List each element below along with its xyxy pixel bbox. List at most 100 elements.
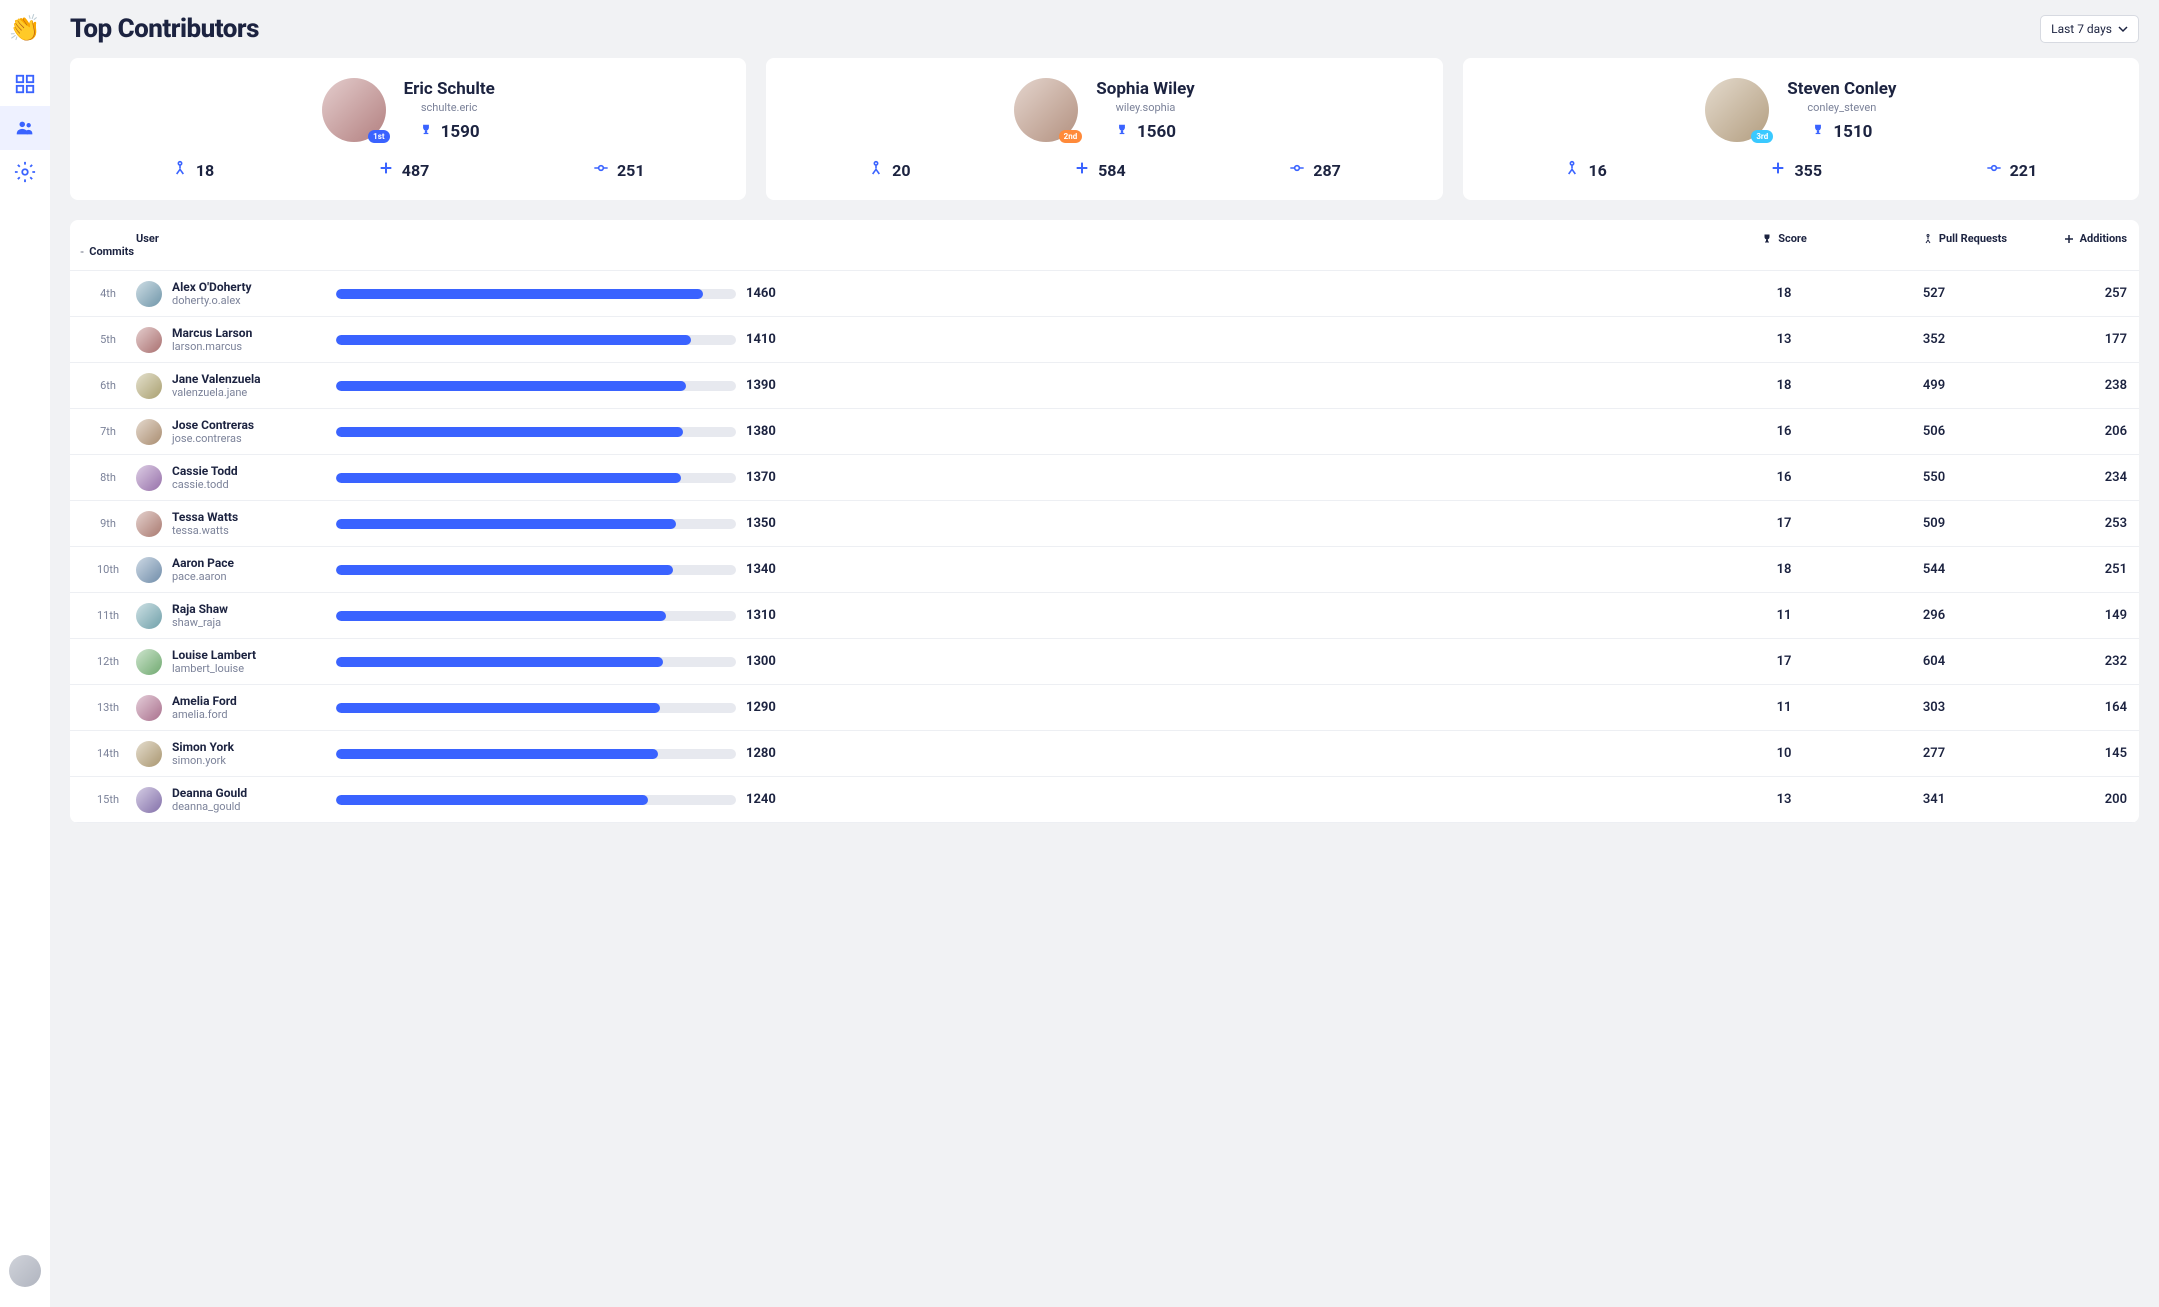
score-bar-track xyxy=(336,795,736,805)
table-row[interactable]: 9thTessa Wattstessa.watts135017509253 xyxy=(70,501,2139,547)
people-icon xyxy=(14,117,36,139)
th-commits[interactable]: Commits xyxy=(80,245,136,258)
contributor-name: Deanna Gould xyxy=(172,786,247,800)
score-value: 1290 xyxy=(746,700,786,715)
score-bar-fill xyxy=(336,565,673,575)
score-value: 1280 xyxy=(746,746,786,761)
nav-settings[interactable] xyxy=(0,150,50,194)
rank-badge: 2nd xyxy=(1059,130,1083,143)
trophy-icon xyxy=(1761,233,1773,245)
score-bar-track xyxy=(336,289,736,299)
table-row[interactable]: 11thRaja Shawshaw_raja131011296149 xyxy=(70,593,2139,639)
contributor-username: deanna_gould xyxy=(172,800,247,813)
nav-dashboard[interactable] xyxy=(0,62,50,106)
stat-prs: 20 xyxy=(868,160,910,180)
score-bar-fill xyxy=(336,427,683,437)
contributor-name: Amelia Ford xyxy=(172,694,237,708)
score-bar-fill xyxy=(336,335,691,345)
prs-cell: 13 xyxy=(1709,792,1859,807)
additions-cell: 550 xyxy=(1859,470,2009,485)
avatar xyxy=(136,557,162,583)
score-bar-track xyxy=(336,335,736,345)
top-card-2[interactable]: 2ndSophia Wileywiley.sophia156020584287 xyxy=(766,58,1442,200)
score-bar-fill xyxy=(336,611,666,621)
user-avatar[interactable] xyxy=(9,1255,41,1287)
dropdown-label: Last 7 days xyxy=(2051,22,2112,36)
pull-request-icon xyxy=(172,160,188,180)
pull-request-icon xyxy=(1564,160,1580,180)
additions-cell: 296 xyxy=(1859,608,2009,623)
th-score[interactable]: Score xyxy=(1709,232,1859,245)
top-card-3[interactable]: 3rdSteven Conleyconley_steven15101635522… xyxy=(1463,58,2139,200)
page-title: Top Contributors xyxy=(70,14,259,44)
score-bar-fill xyxy=(336,289,703,299)
rank-badge: 3rd xyxy=(1751,130,1773,143)
avatar xyxy=(136,511,162,537)
additions-cell: 277 xyxy=(1859,746,2009,761)
table-row[interactable]: 13thAmelia Fordamelia.ford129011303164 xyxy=(70,685,2139,731)
contributor-name: Sophia Wiley xyxy=(1096,79,1194,99)
commits-cell: 164 xyxy=(2009,700,2129,715)
page-header: Top Contributors Last 7 days xyxy=(70,14,2139,44)
contributor-username: amelia.ford xyxy=(172,708,237,721)
top-card-1[interactable]: 1stEric Schulteschulte.eric159018487251 xyxy=(70,58,746,200)
avatar xyxy=(136,373,162,399)
commits-cell: 251 xyxy=(2009,562,2129,577)
score-cell: 1340 xyxy=(336,562,1709,577)
prs-cell: 18 xyxy=(1709,562,1859,577)
rank-badge: 1st xyxy=(368,130,389,143)
rank-cell: 7th xyxy=(80,425,136,438)
contributor-name: Marcus Larson xyxy=(172,326,252,340)
commits-cell: 232 xyxy=(2009,654,2129,669)
table-row[interactable]: 8thCassie Toddcassie.todd137016550234 xyxy=(70,455,2139,501)
commits-cell: 206 xyxy=(2009,424,2129,439)
prs-cell: 11 xyxy=(1709,608,1859,623)
table-row[interactable]: 7thJose Contrerasjose.contreras138016506… xyxy=(70,409,2139,455)
rank-cell: 8th xyxy=(80,471,136,484)
table-row[interactable]: 10thAaron Pacepace.aaron134018544251 xyxy=(70,547,2139,593)
additions-cell: 506 xyxy=(1859,424,2009,439)
table-row[interactable]: 12thLouise Lambertlambert_louise13001760… xyxy=(70,639,2139,685)
prs-cell: 17 xyxy=(1709,516,1859,531)
contributor-name: Louise Lambert xyxy=(172,648,256,662)
score-bar-track xyxy=(336,657,736,667)
commits-cell: 149 xyxy=(2009,608,2129,623)
rank-cell: 12th xyxy=(80,655,136,668)
table-row[interactable]: 4thAlex O'Dohertydoherty.o.alex146018527… xyxy=(70,271,2139,317)
th-additions[interactable]: Additions xyxy=(2009,232,2129,245)
table-row[interactable]: 15thDeanna Goulddeanna_gould124013341200 xyxy=(70,777,2139,823)
stat-commits: 251 xyxy=(593,160,645,180)
table-row[interactable]: 5thMarcus Larsonlarson.marcus14101335217… xyxy=(70,317,2139,363)
plus-icon xyxy=(378,160,394,180)
prs-cell: 18 xyxy=(1709,286,1859,301)
score-bar-fill xyxy=(336,657,663,667)
nav-contributors[interactable] xyxy=(0,106,50,150)
additions-cell: 527 xyxy=(1859,286,2009,301)
top3-grid: 1stEric Schulteschulte.eric1590184872512… xyxy=(70,58,2139,200)
table-row[interactable]: 14thSimon Yorksimon.york128010277145 xyxy=(70,731,2139,777)
score-cell: 1370 xyxy=(336,470,1709,485)
score-value: 1460 xyxy=(746,286,786,301)
avatar xyxy=(136,695,162,721)
time-range-dropdown[interactable]: Last 7 days xyxy=(2040,15,2139,43)
additions-cell: 499 xyxy=(1859,378,2009,393)
score-value: 1300 xyxy=(746,654,786,669)
prs-cell: 10 xyxy=(1709,746,1859,761)
contributor-name: Jane Valenzuela xyxy=(172,372,261,386)
score-bar-track xyxy=(336,611,736,621)
score-bar-track xyxy=(336,427,736,437)
plus-icon xyxy=(1770,160,1786,180)
table-row[interactable]: 6thJane Valenzuelavalenzuela.jane1390184… xyxy=(70,363,2139,409)
prs-cell: 13 xyxy=(1709,332,1859,347)
score-bar-track xyxy=(336,381,736,391)
app-logo: 👏 xyxy=(9,14,41,44)
score-bar-fill xyxy=(336,519,676,529)
commits-cell: 257 xyxy=(2009,286,2129,301)
commit-icon xyxy=(593,160,609,180)
contributor-name: Aaron Pace xyxy=(172,556,234,570)
stat-commits: 287 xyxy=(1289,160,1341,180)
th-user: User xyxy=(80,232,336,245)
table-header: User Score Pull Requests Additions Commi… xyxy=(70,220,2139,271)
th-prs[interactable]: Pull Requests xyxy=(1859,232,2009,245)
score-bar-track xyxy=(336,749,736,759)
